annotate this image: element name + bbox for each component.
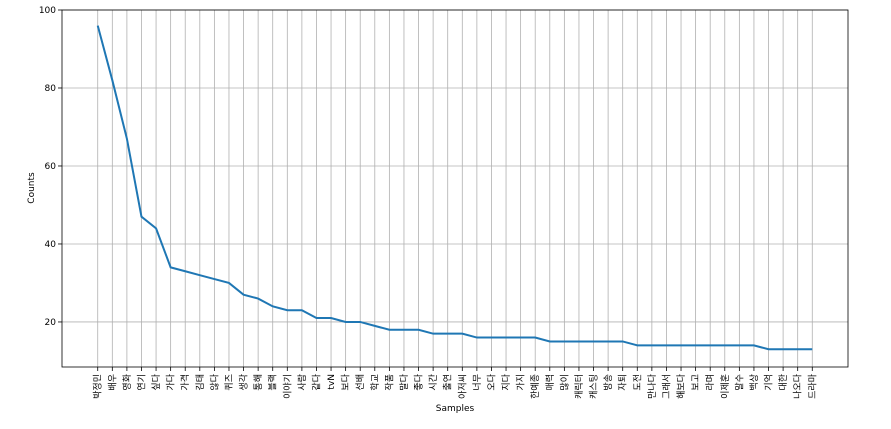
x-tick-label: 가지 — [516, 374, 527, 391]
x-tick-label: 말수 — [733, 374, 745, 391]
x-tick-label: 지다 — [501, 373, 512, 390]
x-tick-label: 한예종 — [530, 374, 541, 399]
x-tick-label: 선배 — [355, 374, 366, 391]
x-tick-label: 매력 — [544, 374, 556, 391]
x-tick-label: 영화 — [122, 374, 133, 391]
x-tick-label: 이제훈 — [719, 374, 731, 399]
x-tick-label: 학교 — [370, 374, 381, 391]
x-tick-label: 싶다 — [151, 373, 162, 390]
x-tick-label: 가격 — [179, 374, 191, 391]
x-tick-label: 만나다 — [647, 373, 658, 399]
x-tick-label: 김태 — [194, 374, 206, 391]
x-tick-label: 아저씨 — [457, 374, 468, 399]
x-tick-label: 출연 — [443, 374, 454, 391]
x-tick-label: 좋다 — [414, 373, 425, 390]
x-tick-label: 캐릭터 — [573, 374, 585, 399]
y-axis-label: Counts — [27, 172, 37, 204]
x-tick-label: 가다 — [166, 373, 177, 390]
x-tick-label: 보고 — [691, 374, 702, 391]
y-tick-label: 80 — [45, 84, 57, 94]
x-tick-label: 나오다 — [793, 373, 804, 399]
x-tick-label: 백상 — [749, 374, 760, 391]
plot-frame — [61, 9, 849, 368]
x-tick-label: 많이 — [559, 374, 570, 391]
x-tick-label: 통해 — [253, 374, 264, 391]
x-tick-label: 작품 — [384, 374, 395, 391]
x-tick-label: 라며 — [705, 374, 716, 391]
x-tick-label: 생각 — [238, 374, 250, 391]
x-tick-label: 블랙 — [268, 374, 279, 391]
y-tick-label: 100 — [39, 6, 56, 16]
x-tick-label: 보다 — [341, 373, 352, 390]
line — [96, 25, 813, 351]
x-tick-label: 박정민 — [93, 374, 104, 399]
x-tick-label: 이야기 — [282, 374, 293, 399]
x-tick-label: 연기 — [136, 374, 147, 391]
x-tick-label: 말다 — [398, 373, 410, 390]
x-tick-label: 그래서 — [661, 374, 672, 399]
x-tick-label: 캐스팅 — [589, 374, 600, 399]
x-tick-label: 같다 — [310, 373, 322, 390]
x-tick-label: 사람 — [296, 374, 308, 391]
y-tick-label: 20 — [45, 318, 57, 328]
x-tick-label: 시간 — [428, 374, 439, 391]
x-tick-label: 대한 — [778, 374, 789, 391]
x-axis-label: Samples — [436, 404, 475, 414]
x-tick-label: 도전 — [632, 374, 643, 391]
x-tick-label: 않다 — [209, 373, 220, 390]
x-tick-label: 배우 — [107, 374, 118, 391]
x-tick-label: 방송 — [603, 374, 614, 391]
x-tick-label: 해보다 — [676, 373, 687, 399]
x-tick-label: 기억 — [763, 374, 775, 391]
x-tick-label: 자퇴 — [618, 374, 629, 391]
x-tick-label: 퀴즈 — [224, 374, 235, 391]
y-tick-label: 60 — [45, 162, 57, 172]
x-tick-label: tvN — [327, 374, 337, 390]
x-tick-label: 드라마 — [807, 373, 818, 399]
y-tick-label: 40 — [45, 240, 57, 250]
x-tick-label: 너무 — [472, 374, 483, 391]
x-tick-label: 오다 — [486, 373, 497, 390]
